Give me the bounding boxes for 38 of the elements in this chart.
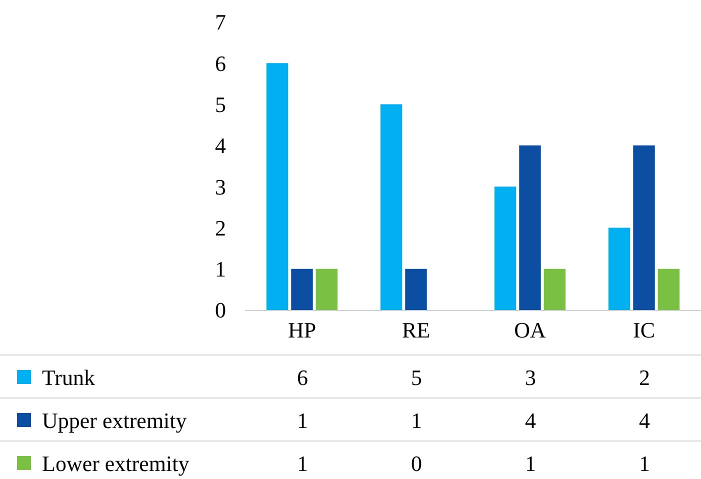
bar bbox=[544, 268, 566, 310]
y-tick-label: 3 bbox=[215, 174, 226, 200]
legend-label: Upper extremity bbox=[42, 408, 187, 433]
legend-label: Lower extremity bbox=[42, 451, 190, 476]
bar bbox=[658, 268, 680, 310]
bar bbox=[266, 63, 288, 310]
y-tick-label: 0 bbox=[215, 298, 226, 323]
y-tick-label: 5 bbox=[215, 92, 226, 117]
x-tick-label: HP bbox=[288, 317, 316, 342]
bar bbox=[494, 186, 516, 310]
data-label: 1 bbox=[297, 408, 308, 433]
y-tick-label: 2 bbox=[215, 215, 226, 240]
data-label: 2 bbox=[639, 365, 650, 390]
data-label: 1 bbox=[639, 451, 650, 476]
data-label: 3 bbox=[525, 365, 536, 390]
y-tick-label: 1 bbox=[215, 256, 226, 282]
bar bbox=[608, 228, 630, 310]
legend-label: Trunk bbox=[42, 365, 95, 390]
y-tick-label: 6 bbox=[215, 50, 226, 76]
bar bbox=[405, 268, 427, 310]
bar bbox=[633, 145, 655, 310]
x-tick-label: OA bbox=[514, 317, 546, 342]
data-label: 1 bbox=[297, 451, 308, 476]
data-label: 1 bbox=[411, 408, 422, 433]
data-label: 6 bbox=[297, 365, 308, 390]
bar bbox=[380, 104, 402, 310]
y-tick-label: 7 bbox=[215, 10, 226, 35]
data-label: 5 bbox=[411, 365, 422, 390]
data-label: 4 bbox=[525, 408, 536, 433]
bar bbox=[291, 268, 313, 310]
data-label: 4 bbox=[639, 408, 650, 433]
data-label: 0 bbox=[411, 451, 422, 476]
x-tick-label: IC bbox=[633, 317, 655, 342]
y-tick-label: 4 bbox=[215, 133, 226, 158]
bar bbox=[316, 268, 338, 310]
data-label: 1 bbox=[525, 451, 536, 476]
bar bbox=[519, 145, 541, 310]
x-tick-label: RE bbox=[402, 317, 430, 342]
